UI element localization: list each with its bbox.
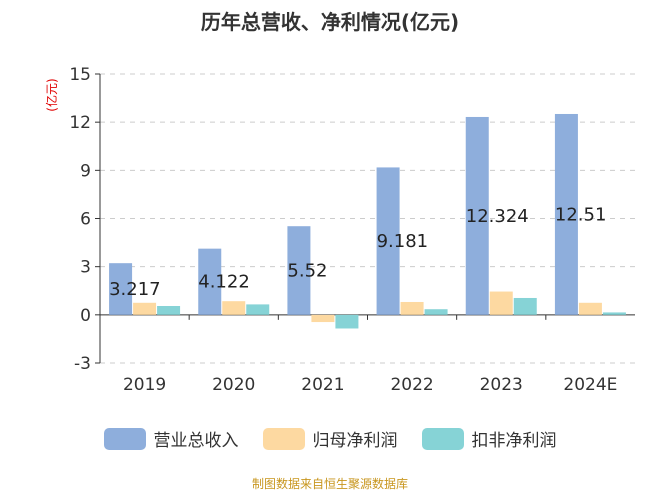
data-labels: 3.217 4.122 5.52 9.181 12.324 12.51 — [109, 204, 606, 300]
chart-title: 历年总营收、净利情况(亿元) — [200, 10, 460, 34]
bar-归母净利润-2020 — [222, 301, 246, 315]
x-tick-label: 2022 — [390, 375, 433, 395]
bar-营业总收入-2020 — [198, 248, 222, 315]
legend-swatch — [421, 427, 464, 450]
bar-营业总收入-2022 — [376, 167, 400, 315]
axes: -3 0 3 6 9 12 15 2019 2020 2021 2022 2023 2024E — [69, 65, 635, 395]
x-tick-label: 2020 — [212, 375, 255, 395]
legend-label: 营业总收入 — [153, 431, 239, 451]
y-tick-label: 12 — [69, 113, 91, 133]
bar-归母净利润-2024E — [578, 302, 602, 315]
legend: 营业总收入 归母净利润 扣非净利润 — [0, 426, 660, 451]
bar-归母净利润-2019 — [133, 302, 157, 315]
bar-chart: -3 0 3 6 9 12 15 2019 2020 2021 2022 2023 2024E 3.21… — [44, 65, 635, 395]
bar-扣非净利润-2022 — [424, 309, 448, 315]
y-tick-label: -3 — [74, 354, 91, 374]
y-tick-label: 15 — [69, 65, 91, 85]
bar-归母净利润-2023 — [489, 291, 513, 315]
legend-item[interactable]: 归母净利润 — [262, 426, 398, 451]
bar-扣非净利润-2019 — [157, 306, 181, 315]
bar-营业总收入-2019 — [109, 263, 133, 315]
bar-营业总收入-2021 — [287, 226, 311, 315]
legend-label: 归母净利润 — [312, 431, 398, 451]
bar-扣非净利润-2024E — [602, 312, 626, 315]
bar-扣非净利润-2023 — [513, 297, 537, 315]
bar-扣非净利润-2020 — [246, 304, 270, 315]
data-label: 4.122 — [198, 272, 250, 293]
legend-swatch — [103, 427, 146, 450]
legend-swatch — [262, 427, 305, 450]
x-tick-label: 2019 — [123, 375, 166, 395]
data-label: 12.51 — [555, 204, 607, 225]
legend-label: 扣非净利润 — [471, 431, 557, 451]
bars — [109, 113, 626, 329]
y-tick-label: 3 — [80, 258, 91, 278]
data-label: 3.217 — [109, 279, 161, 300]
bar-扣非净利润-2021 — [335, 314, 359, 329]
x-tick-label: 2023 — [480, 375, 523, 395]
bar-营业总收入-2024E — [554, 113, 578, 315]
x-tick-label: 2024E — [563, 375, 617, 395]
data-label: 5.52 — [287, 261, 327, 282]
legend-item[interactable]: 营业总收入 — [103, 426, 239, 451]
y-tick-label: 9 — [80, 161, 91, 181]
bar-营业总收入-2023 — [465, 116, 489, 315]
y-axis-label: (亿元) — [44, 78, 59, 111]
y-tick-label: 6 — [80, 210, 91, 230]
legend-item[interactable]: 扣非净利润 — [421, 426, 557, 451]
data-label: 12.324 — [466, 206, 529, 227]
x-tick-label: 2021 — [301, 375, 344, 395]
source-note: 制图数据来自恒生聚源数据库 — [251, 477, 408, 491]
data-label: 9.181 — [377, 231, 429, 252]
bar-归母净利润-2022 — [400, 301, 424, 315]
bar-归母净利润-2021 — [311, 314, 335, 323]
y-tick-label: 0 — [80, 306, 91, 326]
